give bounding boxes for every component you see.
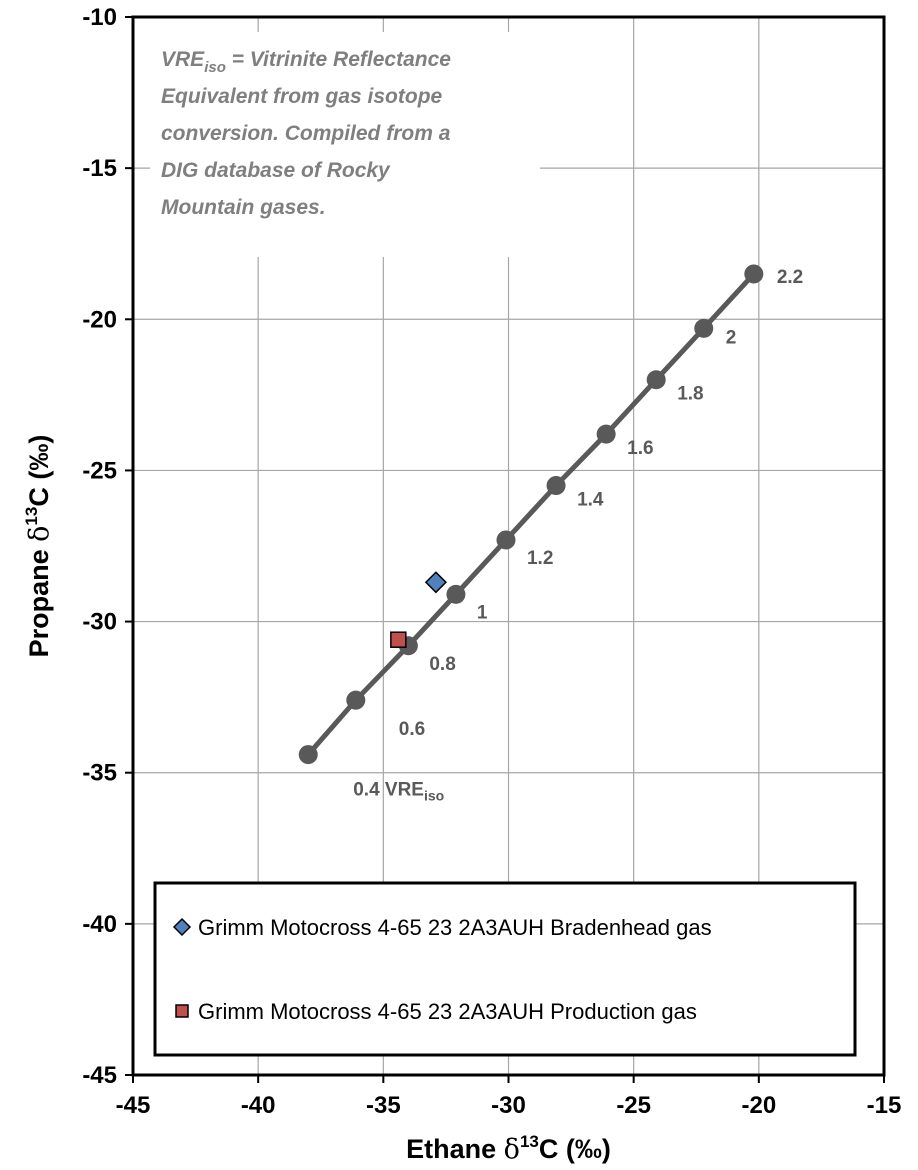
vre-calibration-line: 0.4 VREiso 0.6 0.8 1 1.2 1.4 1.6 1.8 2 2.2 xyxy=(298,264,803,804)
vre-point-label: 0.6 xyxy=(399,719,425,740)
y-tick-label: -45 xyxy=(82,1062,117,1089)
x-tick-label: -35 xyxy=(366,1092,401,1119)
x-tick-label: -20 xyxy=(741,1092,776,1119)
x-tick-label: -40 xyxy=(241,1092,276,1119)
vre-point-label: 1.8 xyxy=(677,384,703,405)
vre-point xyxy=(346,690,366,710)
legend-marker-diamond xyxy=(172,917,192,937)
x-tick-label: -45 xyxy=(116,1092,151,1119)
vre-point xyxy=(496,530,516,550)
sample-marker-square xyxy=(390,631,407,648)
y-tick-label: -20 xyxy=(82,306,117,333)
y-tick-label: -15 xyxy=(82,155,117,182)
vre-point-label: 2 xyxy=(726,327,737,348)
y-tick-label: -10 xyxy=(82,4,117,31)
x-axis-ticks: -45 -40 -35 -30 -25 -20 -15 xyxy=(116,1075,902,1119)
legend-label: Grimm Motocross 4-65 23 2A3AUH Productio… xyxy=(198,999,697,1024)
vre-point xyxy=(596,424,616,444)
y-tick-label: -40 xyxy=(82,911,117,938)
vre-point xyxy=(694,318,714,338)
legend-label: Grimm Motocross 4-65 23 2A3AUH Bradenhea… xyxy=(198,915,712,940)
vre-point xyxy=(298,745,318,765)
vre-line-path xyxy=(306,272,756,757)
x-axis-title: Ethane δ13C (‰) xyxy=(406,1132,611,1165)
vre-point xyxy=(446,584,466,604)
vre-note: VREiso = Vitrinite Reflectance Equivalent… xyxy=(150,32,540,257)
vre-point xyxy=(744,264,764,284)
x-tick-label: -25 xyxy=(616,1092,651,1119)
x-tick-label: -30 xyxy=(491,1092,526,1119)
y-tick-label: -35 xyxy=(82,760,117,787)
vre-point-label: 0.8 xyxy=(429,654,455,675)
vre-point-label: 1.2 xyxy=(527,548,553,569)
y-tick-label: -25 xyxy=(82,457,117,484)
vre-point-label: 0.4 VREiso xyxy=(353,780,444,804)
y-axis-title: Propane δ13C (‰) xyxy=(22,435,55,658)
legend: Grimm Motocross 4-65 23 2A3AUH Bradenhea… xyxy=(153,881,857,1057)
x-tick-label: -15 xyxy=(867,1092,902,1119)
sample-marker-diamond xyxy=(424,571,447,594)
legend-box xyxy=(153,881,857,1057)
vre-point-label: 1 xyxy=(477,602,488,623)
y-axis-ticks: -10 -15 -20 -25 -30 -35 -40 -45 xyxy=(82,4,133,1089)
sample-points xyxy=(390,571,447,648)
vre-point-label: 1.6 xyxy=(627,438,653,459)
legend-marker-square xyxy=(175,1004,189,1018)
vre-point-label: 2.2 xyxy=(777,267,803,288)
vre-point xyxy=(546,476,566,496)
vre-point-label: 1.4 xyxy=(577,490,604,511)
vre-point xyxy=(646,370,666,390)
y-tick-label: -30 xyxy=(82,609,117,636)
vre-note-text: VREiso = Vitrinite Reflectance Equivalent… xyxy=(161,48,451,219)
